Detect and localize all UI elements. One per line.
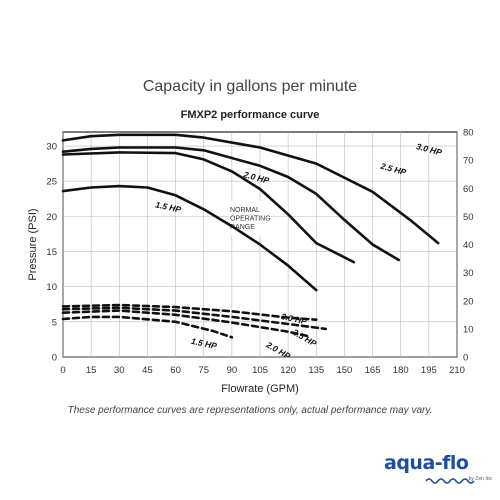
y-tick-label: 0 xyxy=(52,353,57,364)
series-line-30hp-dashed xyxy=(61,303,318,321)
y2-tick-label: 60 xyxy=(463,184,474,195)
range-label-line: NORMAL xyxy=(230,207,260,214)
y-tick-label: 15 xyxy=(46,247,57,258)
y-tick-label: 25 xyxy=(46,177,57,188)
y-tick-label: 10 xyxy=(46,282,57,293)
y2-tick-label: 20 xyxy=(463,296,474,307)
logo-wave-icon xyxy=(425,478,475,484)
series-line-20hp-solid xyxy=(61,151,356,264)
disclaimer-text: These performance curves are representat… xyxy=(67,405,433,416)
y2-tick-label: 10 xyxy=(463,324,474,335)
x-tick-label: 180 xyxy=(393,365,409,376)
x-tick-label: 30 xyxy=(114,365,125,376)
x-tick-label: 105 xyxy=(252,365,268,376)
series-line-15hp-solid xyxy=(61,184,318,292)
x-tick-label: 15 xyxy=(86,365,97,376)
x-tick-label: 0 xyxy=(60,365,65,376)
y-tick-label: 30 xyxy=(46,142,57,153)
x-tick-label: 60 xyxy=(170,365,181,376)
series-line-15hp-dashed xyxy=(61,315,234,339)
logo-subtext: by Zen Inc xyxy=(468,476,492,482)
y2-tick-label: 70 xyxy=(463,156,474,167)
y2-tick-label: 0 xyxy=(463,353,468,364)
chart-title: FMXP2 performance curve xyxy=(180,109,320,121)
series-line-20hp-dashed xyxy=(61,309,309,338)
page-heading: Capacity in gallons per minute xyxy=(142,78,358,95)
series-line-25hp-solid xyxy=(61,146,401,262)
x-tick-label: 75 xyxy=(198,365,209,376)
y-tick-label: 20 xyxy=(46,212,57,223)
x-tick-label: 45 xyxy=(142,365,153,376)
x-tick-label: 120 xyxy=(280,365,296,376)
brand-logo: aqua-flo by Zen Inc xyxy=(384,452,496,496)
range-label-line: OPERATING xyxy=(230,216,271,223)
performance-chart: 0 15 30 45 60 75 90 105 120 135 150 165 180 195 210051… xyxy=(27,128,474,396)
x-tick-label: 210 xyxy=(449,365,465,376)
x-tick-label: 150 xyxy=(336,365,352,376)
x-tick-label: 165 xyxy=(365,365,381,376)
range-label-line: RANGE xyxy=(230,224,255,231)
y2-tick-label: 50 xyxy=(463,212,474,223)
series-line-30hp-solid xyxy=(61,133,440,245)
y2-tick-label: 40 xyxy=(463,240,474,251)
logo-text: aqua-flo xyxy=(384,452,469,474)
x-tick-label: 135 xyxy=(308,365,324,376)
x-tick-label: 90 xyxy=(227,365,238,376)
y2-tick-label: 30 xyxy=(463,268,474,279)
y2-tick-label: 80 xyxy=(463,128,474,139)
x-axis-label: Flowrate (GPM) xyxy=(221,383,299,395)
y-axis-label: Pressure (PSI) xyxy=(27,208,39,280)
series-line-25hp-dashed xyxy=(61,306,327,331)
y-tick-label: 5 xyxy=(52,317,57,328)
x-tick-label: 195 xyxy=(421,365,437,376)
